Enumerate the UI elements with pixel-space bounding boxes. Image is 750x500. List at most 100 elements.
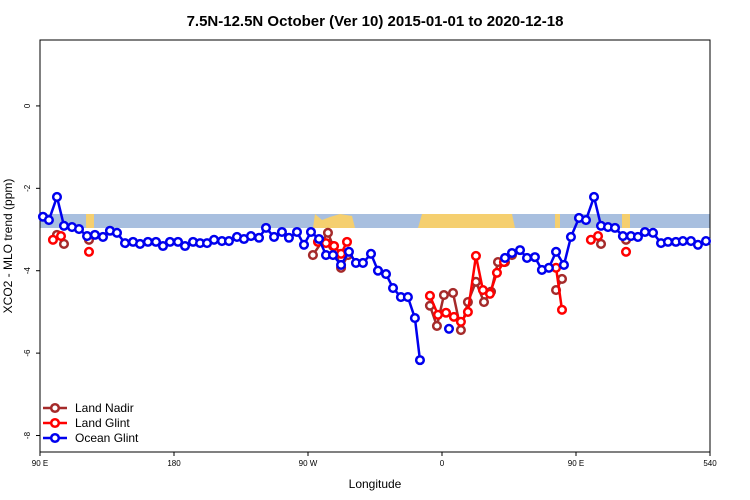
point [150,236,162,247]
legend-label: Land Glint [75,416,130,430]
ocean-band [40,214,710,228]
point [172,236,184,247]
legend-marker [49,402,61,414]
point [341,236,353,247]
point [491,267,502,278]
point [260,222,272,233]
x-tick-label: 540 [703,459,717,468]
point [478,296,490,308]
point [245,231,257,242]
point [73,224,85,235]
point [43,214,54,226]
point [253,232,265,243]
point [387,282,399,294]
x-axis-label: Longitude [349,477,402,491]
point [440,307,452,318]
point [402,292,413,303]
point [700,236,712,247]
point [609,222,621,233]
point [499,252,511,263]
x-tick-label: 0 [440,459,445,468]
point [662,236,674,247]
point [529,252,540,263]
legend-marker [49,417,61,429]
point [424,300,435,311]
point [588,191,600,203]
point [329,240,340,252]
point [336,248,347,259]
point [51,191,63,203]
point [409,313,420,324]
point [164,236,176,247]
point [558,259,569,271]
point [592,231,604,242]
point [357,257,368,268]
legend-marker [49,432,61,444]
point [639,226,650,238]
point [320,238,332,249]
point [580,214,592,226]
point [514,245,526,256]
y-tick-label: -4 [23,267,32,275]
land-band [313,214,355,228]
point [556,273,568,285]
point [313,233,325,245]
point [179,240,191,252]
point [462,306,473,317]
point [447,287,459,299]
point [470,250,481,261]
point [97,231,109,242]
y-tick-label: -2 [23,184,32,192]
point [291,226,303,238]
plot-frame [39,39,711,453]
point [142,236,153,247]
point [617,231,628,242]
point [89,229,100,240]
point [81,231,93,242]
point [455,324,466,336]
point [443,323,455,334]
point [157,240,169,252]
point [556,304,568,315]
x-tick-label: 90 W [299,459,318,468]
point [83,246,95,257]
y-tick-label: -6 [23,349,32,357]
point [565,231,576,242]
point [506,247,518,259]
point [455,316,466,327]
point [307,250,318,261]
point [543,262,554,273]
point [365,248,377,259]
legend-label: Ocean Glint [75,431,139,445]
point [135,238,146,249]
point [484,288,495,299]
point [58,238,70,249]
point [431,320,442,331]
point [372,265,384,276]
point [283,232,294,243]
point [550,285,562,296]
legend-label: Land Nadir [75,401,134,415]
land-band [622,214,630,228]
point [223,236,234,247]
point [380,268,392,280]
point [269,231,280,242]
point [620,246,632,257]
land-band [86,214,94,228]
point [595,238,607,249]
point [647,227,659,238]
point [424,290,435,301]
point [692,239,703,250]
point [448,311,459,322]
point [298,239,310,250]
point [111,227,123,238]
surface-band [40,214,710,228]
point [305,226,317,238]
point [47,234,59,245]
point [632,231,643,242]
point [414,355,426,366]
point [438,289,449,301]
